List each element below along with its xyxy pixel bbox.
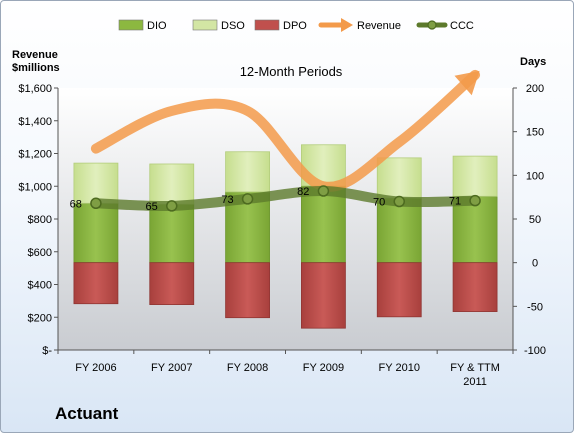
- revenue-arrowhead: [454, 70, 480, 96]
- ccc-data-label: 71: [449, 196, 461, 208]
- y-left-label-line2: $millions: [12, 62, 60, 74]
- axes: $- $200 $400 $600 $800 $1,000 $1,200 $1,400 $1,6…: [18, 83, 546, 357]
- x-tick-label: FY 2010: [379, 362, 420, 374]
- dio-bar: [149, 203, 195, 264]
- ccc-point: [393, 195, 405, 208]
- legend-label: CCC: [450, 20, 474, 32]
- dso-bar: [225, 151, 270, 193]
- dso-bar: [149, 163, 195, 205]
- x-tick-label: FY & TTM 2011: [450, 362, 500, 388]
- ccc-data-label: 70: [373, 197, 385, 209]
- legend-swatch-dio: [118, 19, 144, 31]
- dpo-bar: [73, 262, 119, 305]
- revenue-line: [90, 69, 481, 192]
- y-left-label-line1: Revenue: [12, 49, 58, 61]
- x-tick-label: FY 2008: [227, 362, 268, 374]
- dpo-bar: [452, 262, 498, 312]
- y-left-tick-label: $1,400: [18, 116, 52, 128]
- legend-arrowhead: [341, 18, 353, 32]
- y-left-tick-label: $800: [28, 214, 52, 226]
- company-name: Actuant: [55, 404, 119, 423]
- dpo-bar: [376, 262, 422, 318]
- title: 12-Month Periods: [240, 64, 343, 79]
- legend-marker: [427, 20, 437, 30]
- legend: DIO DSO DPO Revenue CCC: [118, 18, 474, 32]
- ccc-data-label: 68: [70, 198, 82, 210]
- legend-swatch-dso: [192, 19, 218, 31]
- y-left-tick-label: $400: [28, 280, 52, 292]
- y-left-tick-label: $1,200: [18, 149, 52, 161]
- ccc-data-label: 73: [221, 194, 233, 206]
- legend-label: DIO: [147, 20, 167, 32]
- legend-label: DSO: [221, 20, 245, 32]
- dpo-bar: [225, 262, 270, 319]
- dso-bar: [376, 157, 422, 199]
- ccc-line: [90, 186, 481, 212]
- ccc-data-label: 65: [146, 201, 158, 213]
- y-left-tick-label: $-: [42, 345, 52, 357]
- y-right-tick-label: 100: [526, 170, 544, 182]
- x-tick-label: FY 2006: [75, 362, 116, 374]
- ccc-point: [241, 193, 254, 205]
- bars: [73, 144, 498, 329]
- y-right-tick-label: 0: [532, 258, 538, 270]
- dso-bar: [73, 162, 119, 204]
- ccc-series: 68 65 73 82 70 71: [70, 185, 481, 213]
- ccc-point: [166, 200, 178, 212]
- y-right-tick-label: 200: [526, 83, 544, 95]
- revenue-series: [90, 69, 481, 192]
- legend-label: DPO: [283, 20, 307, 32]
- dio-bar: [73, 202, 119, 264]
- x-tick-label: FY 2007: [151, 362, 192, 374]
- y-right-tick-label: 50: [529, 214, 541, 226]
- y-right-tick-label: -100: [524, 345, 546, 357]
- ccc-data-label: 82: [297, 186, 309, 198]
- y-right-tick-label: -50: [527, 301, 543, 313]
- dpo-bar: [149, 262, 195, 305]
- y-left-tick-label: $600: [28, 247, 52, 259]
- ccc-point: [317, 185, 330, 197]
- legend-swatch-dpo: [254, 19, 280, 31]
- dso-bar: [452, 155, 498, 197]
- x-tick-labels: FY 2006 FY 2007 FY 2008 FY 2009 FY 2010 FY & …: [75, 362, 500, 388]
- x-tick-label: FY 2009: [303, 362, 344, 374]
- dpo-bar: [301, 262, 346, 329]
- y-right-tick-label: 150: [526, 127, 544, 139]
- y-left-tick-label: $200: [28, 312, 52, 324]
- ccc-point: [90, 197, 102, 210]
- legend-label: Revenue: [357, 20, 401, 32]
- dio-bar: [301, 185, 346, 264]
- ccc-point: [469, 194, 481, 207]
- y-right-label: Days: [520, 56, 546, 68]
- y-left-tick-label: $1,000: [18, 181, 52, 193]
- y-left-tick-label: $1,600: [18, 83, 52, 95]
- dio-bar: [452, 195, 498, 264]
